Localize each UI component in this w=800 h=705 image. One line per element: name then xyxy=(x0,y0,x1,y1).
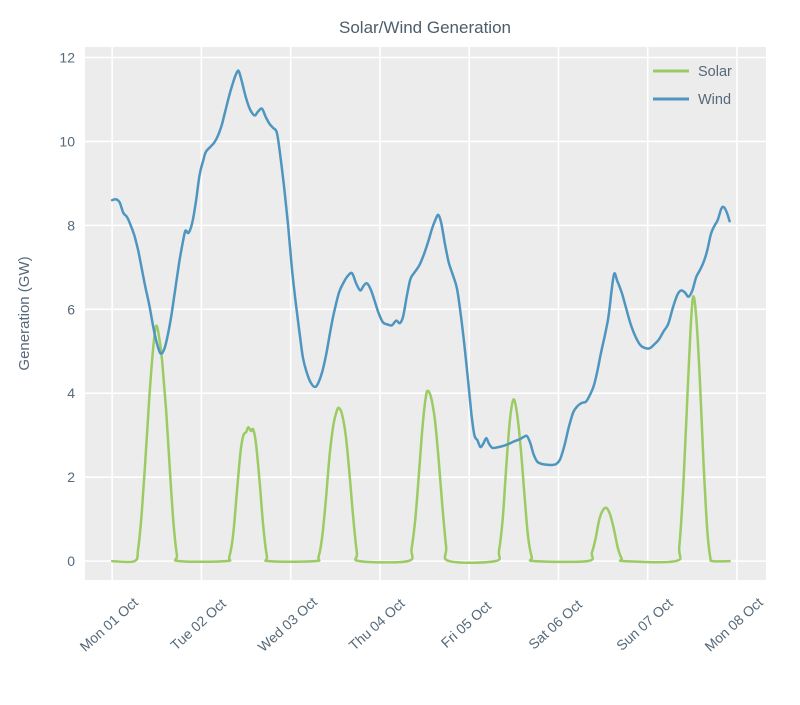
y-tick-label: 0 xyxy=(67,553,75,569)
x-tick-label: Thu 04 Oct xyxy=(346,595,408,653)
y-tick-label: 12 xyxy=(59,49,75,65)
legend: Solar Wind xyxy=(653,64,732,108)
x-tick-label: Tue 02 Oct xyxy=(167,595,229,653)
gridlines xyxy=(85,47,766,580)
y-tick-label: 4 xyxy=(67,385,75,401)
wind-line xyxy=(110,69,731,467)
x-tick-label: Fri 05 Oct xyxy=(438,598,494,651)
x-tick-label: Mon 08 Oct xyxy=(701,594,766,654)
x-tick-label: Mon 01 Oct xyxy=(77,594,142,654)
solar-line xyxy=(110,295,731,564)
x-tick-label: Sun 07 Oct xyxy=(613,595,676,654)
x-tick-label: Sat 06 Oct xyxy=(525,596,585,652)
y-tick-labels: 0 2 4 6 8 10 12 xyxy=(59,49,75,569)
legend-item-solar: Solar xyxy=(653,64,732,80)
series-group xyxy=(110,69,731,564)
legend-label-solar: Solar xyxy=(698,64,732,80)
legend-item-wind: Wind xyxy=(653,92,731,108)
y-tick-label: 6 xyxy=(67,301,75,317)
x-tick-label: Wed 03 Oct xyxy=(255,594,321,655)
y-tick-label: 2 xyxy=(67,469,75,485)
y-axis-label: Generation (GW) xyxy=(16,256,33,370)
y-tick-label: 10 xyxy=(59,133,75,149)
x-tick-labels: Mon 01 Oct Tue 02 Oct Wed 03 Oct Thu 04 Oct… xyxy=(77,594,766,655)
chart-title: Solar/Wind Generation xyxy=(339,18,511,37)
plot-area xyxy=(85,47,766,580)
y-tick-label: 8 xyxy=(67,217,75,233)
legend-label-wind: Wind xyxy=(698,92,731,108)
